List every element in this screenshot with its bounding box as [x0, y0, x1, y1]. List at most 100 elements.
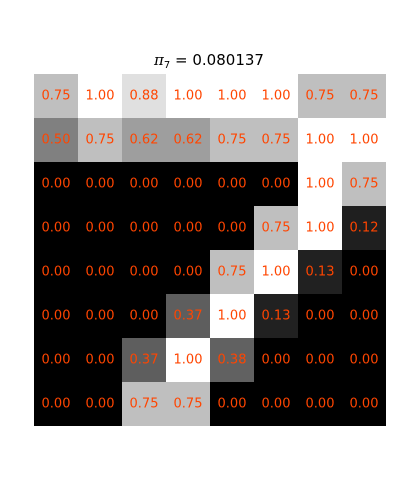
heatmap-cell	[342, 206, 386, 250]
cell-value-label: 0.00	[86, 353, 115, 368]
cell-value-label: 0.00	[262, 353, 291, 368]
cell-value-label: 0.00	[130, 309, 159, 324]
heatmap-cell	[210, 118, 254, 162]
cell-value-label: 1.00	[86, 89, 115, 104]
heatmap-cell	[34, 250, 78, 294]
cell-value-label: 0.75	[174, 397, 203, 412]
heatmap-cell	[210, 162, 254, 206]
heatmap-cell	[78, 338, 122, 382]
cell-value-label: 0.00	[262, 177, 291, 192]
cell-value-label: 0.00	[174, 177, 203, 192]
cell-value-label: 0.75	[218, 133, 247, 148]
heatmap-cell	[298, 162, 342, 206]
heatmap-cell	[342, 74, 386, 118]
heatmap-cell	[254, 118, 298, 162]
cell-value-label: 0.00	[174, 265, 203, 280]
heatmap-cell	[254, 294, 298, 338]
heatmap-cell	[34, 162, 78, 206]
heatmap-cell	[254, 338, 298, 382]
cell-value-label: 0.00	[130, 265, 159, 280]
cell-value-label: 1.00	[174, 353, 203, 368]
cell-value-label: 0.00	[218, 177, 247, 192]
cell-value-label: 0.00	[42, 221, 71, 236]
cell-value-label: 1.00	[174, 89, 203, 104]
cell-value-label: 0.00	[262, 397, 291, 412]
cell-value-label: 0.00	[218, 397, 247, 412]
heatmap-cell	[78, 206, 122, 250]
cell-value-label: 0.00	[42, 353, 71, 368]
cell-value-label: 0.00	[350, 309, 379, 324]
cell-value-label: 0.00	[130, 221, 159, 236]
heatmap-cell	[34, 74, 78, 118]
cell-value-label: 0.75	[262, 133, 291, 148]
heatmap-cell	[210, 338, 254, 382]
heatmap-cell	[254, 206, 298, 250]
heatmap-cell	[122, 162, 166, 206]
heatmap-cell	[166, 74, 210, 118]
heatmap-cell	[122, 118, 166, 162]
heatmap-cell	[298, 294, 342, 338]
cell-value-label: 1.00	[306, 221, 335, 236]
heatmap-cell	[254, 250, 298, 294]
heatmap-cell	[254, 382, 298, 426]
heatmap-cell	[254, 74, 298, 118]
cell-value-label: 0.50	[42, 133, 71, 148]
title-subscript: 7	[163, 60, 171, 71]
heatmap-cell	[78, 118, 122, 162]
cell-value-label: 0.62	[130, 133, 159, 148]
heatmap-cell	[210, 206, 254, 250]
heatmap-cell	[122, 206, 166, 250]
cell-value-label: 0.75	[350, 89, 379, 104]
cell-value-label: 1.00	[218, 89, 247, 104]
cell-value-label: 1.00	[350, 133, 379, 148]
heatmap-cell	[78, 294, 122, 338]
cell-value-label: 1.00	[262, 89, 291, 104]
heatmap-cell	[298, 250, 342, 294]
heatmap-cell	[166, 250, 210, 294]
cell-value-label: 0.75	[350, 177, 379, 192]
heatmap-cell	[210, 250, 254, 294]
cell-value-label: 0.37	[174, 309, 203, 324]
heatmap-cell	[166, 162, 210, 206]
cell-value-label: 0.00	[86, 397, 115, 412]
heatmap-cell	[342, 338, 386, 382]
heatmap-cell	[342, 250, 386, 294]
heatmap-cell	[298, 118, 342, 162]
title-equals: =	[170, 51, 193, 69]
cell-value-label: 0.00	[350, 265, 379, 280]
title-value: 0.080137	[192, 51, 264, 69]
cell-value-label: 0.37	[130, 353, 159, 368]
heatmap-cell	[298, 206, 342, 250]
cell-value-label: 0.00	[218, 221, 247, 236]
cell-value-label: 0.00	[42, 177, 71, 192]
heatmap-cell	[122, 74, 166, 118]
cell-value-label: 0.00	[306, 353, 335, 368]
heatmap-cell	[78, 250, 122, 294]
cell-value-label: 1.00	[306, 133, 335, 148]
heatmap-cell	[34, 294, 78, 338]
heatmap-cell	[342, 118, 386, 162]
heatmap-cell	[122, 250, 166, 294]
heatmap-cell	[78, 162, 122, 206]
cell-value-label: 0.00	[42, 397, 71, 412]
chart-title: π7 = 0.080137	[0, 49, 400, 77]
cell-value-label: 1.00	[306, 177, 335, 192]
cell-value-label: 0.12	[350, 221, 379, 236]
heatmap-cell	[210, 382, 254, 426]
heatmap-cell	[342, 162, 386, 206]
heatmap-cell	[298, 74, 342, 118]
heatmap-cell	[122, 382, 166, 426]
heatmap-cell	[342, 382, 386, 426]
heatmap-cell	[78, 382, 122, 426]
cell-value-label: 0.00	[174, 221, 203, 236]
heatmap-cell	[166, 338, 210, 382]
cell-value-label: 0.00	[130, 177, 159, 192]
heatmap-cell	[298, 382, 342, 426]
cell-value-label: 0.75	[86, 133, 115, 148]
heatmap-cell	[166, 206, 210, 250]
heatmap-cell	[34, 382, 78, 426]
heatmap-cell	[122, 338, 166, 382]
cell-value-label: 0.00	[350, 397, 379, 412]
heatmap-cell	[166, 294, 210, 338]
cell-value-label: 0.62	[174, 133, 203, 148]
